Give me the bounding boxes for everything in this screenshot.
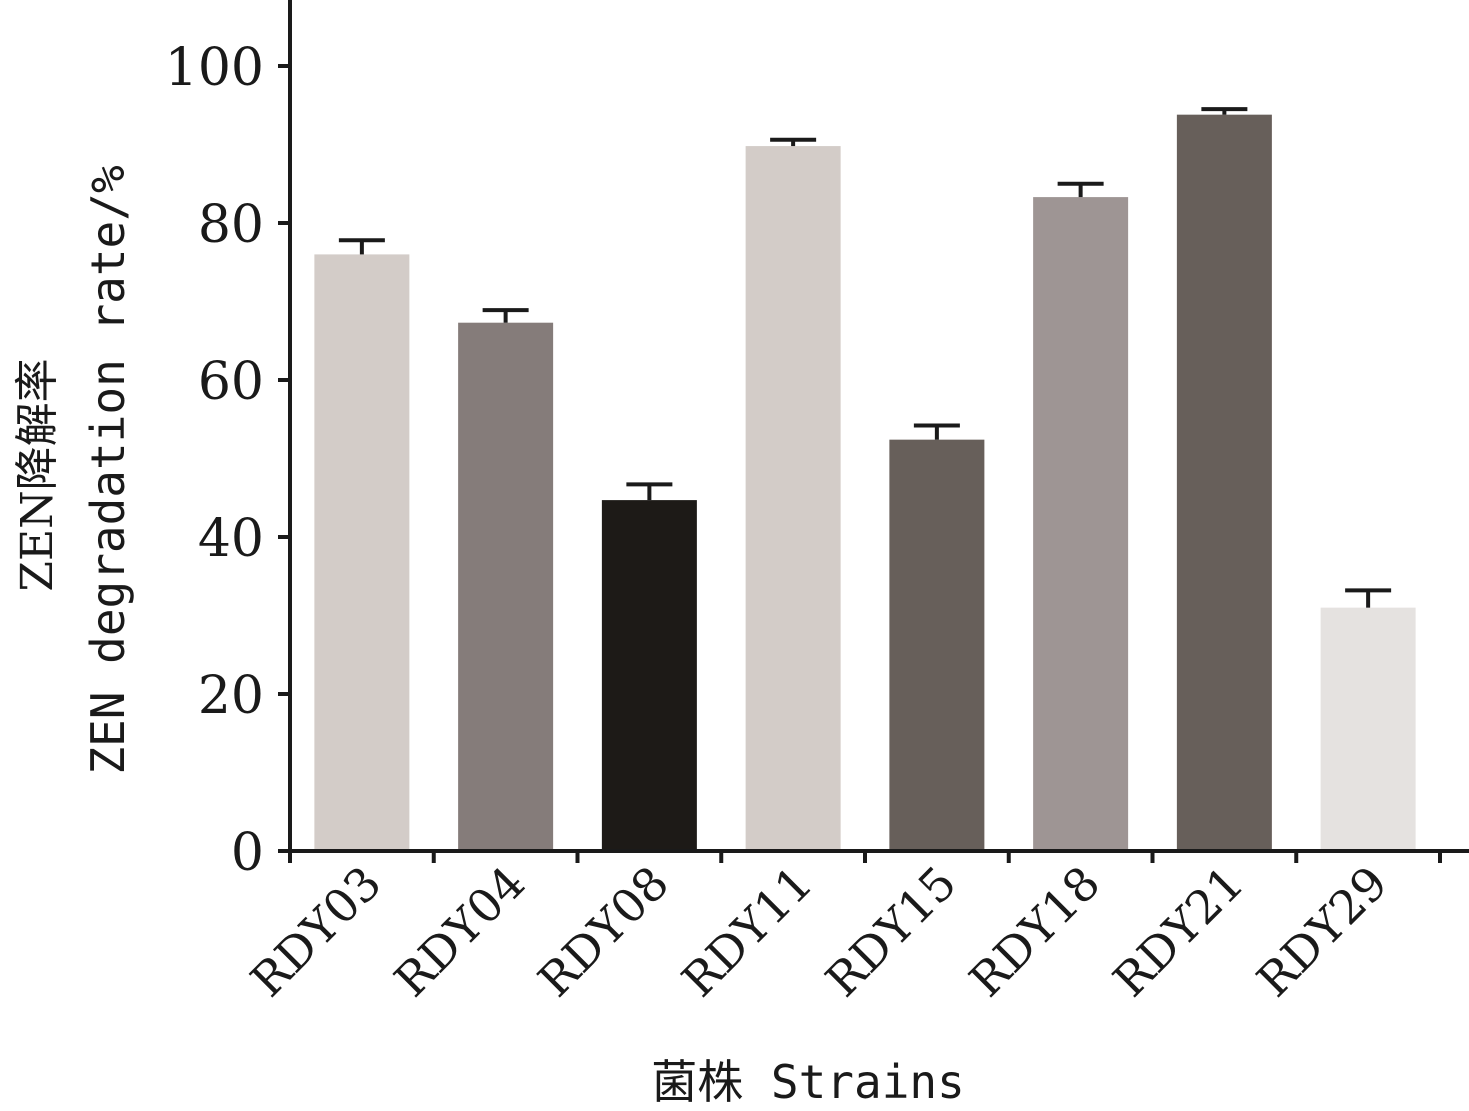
bar-rdy04: [458, 322, 554, 851]
x-tick-label-rdy08: RDY08: [528, 856, 680, 1008]
y-axis-title-cn: ZEN降解率: [12, 358, 63, 591]
x-tick-label-rdy18: RDY18: [959, 856, 1111, 1008]
x-tick-label-rdy29: RDY29: [1246, 856, 1398, 1008]
x-tick-label-rdy15: RDY15: [815, 856, 967, 1008]
y-ticks-group: 0 20 40 60 80 100: [165, 38, 290, 883]
y-tick-label-0: 0: [231, 823, 264, 883]
y-axis-title: ZEN degradation rate/%: [81, 165, 135, 774]
x-tick-label-rdy04: RDY04: [384, 856, 536, 1008]
error-bars-group: [338, 107, 1392, 608]
y-tick-label-40: 40: [198, 509, 264, 569]
y-tick-label-20: 20: [198, 666, 264, 726]
bar-rdy21: [1176, 114, 1272, 852]
x-tick-label-rdy11: RDY11: [671, 856, 823, 1008]
bar-rdy18: [1033, 197, 1129, 852]
x-axis-title: 菌株 Strains: [651, 1055, 965, 1109]
y-tick-label-60: 60: [198, 352, 264, 412]
bar-rdy15: [889, 439, 985, 851]
bars-group: [314, 114, 1416, 852]
y-tick-label-80: 80: [198, 195, 264, 255]
bar-rdy03: [314, 254, 410, 851]
bar-rdy08: [601, 500, 697, 851]
x-tick-label-rdy21: RDY21: [1103, 856, 1255, 1008]
bar-rdy29: [1320, 607, 1416, 851]
bar-rdy11: [745, 146, 841, 851]
y-tick-label-100: 100: [165, 38, 264, 98]
